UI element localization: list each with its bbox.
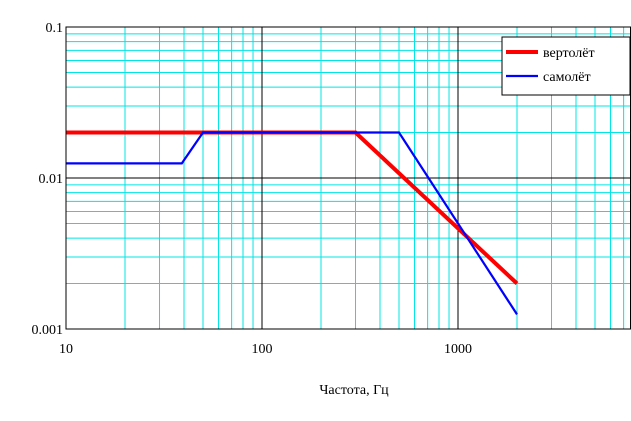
series-layer: [66, 130, 519, 315]
x-tick-label: 1000: [444, 342, 472, 357]
x-axis-title: Частота, Гц: [319, 383, 389, 398]
x-tick-label: 100: [252, 342, 273, 357]
y-tick-label: 0.01: [39, 172, 64, 187]
tick-labels: 10 100 1000 0.001 0.01 0.1: [32, 21, 473, 357]
legend-label: самолёт: [543, 70, 591, 85]
y-tick-label: 0.001: [32, 323, 64, 338]
legend-label: вертолёт: [543, 46, 595, 61]
x-tick-label: 10: [59, 342, 73, 357]
y-tick-label: 0.1: [46, 21, 64, 36]
legend: вертолёт самолёт: [501, 36, 631, 96]
series-line-airplane: [66, 131, 518, 315]
legend-box: [501, 36, 631, 96]
